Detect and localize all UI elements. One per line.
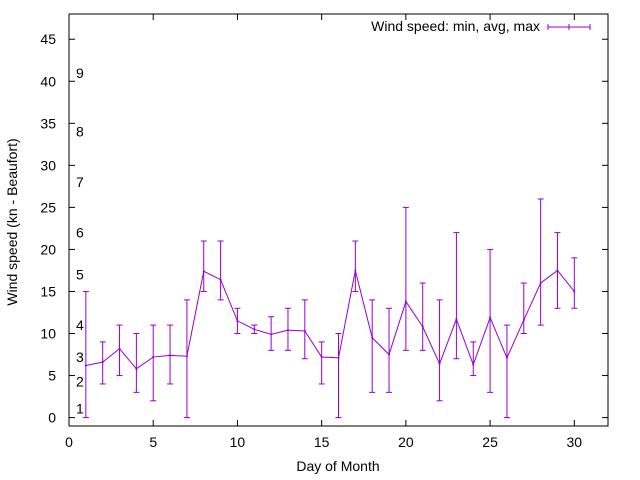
y-tick-label: 15 (40, 283, 56, 299)
y-axis-label: Wind speed (kn - Beaufort) (4, 138, 20, 305)
y-tick-label: 45 (40, 31, 56, 47)
data-point (286, 329, 289, 332)
data-point (185, 355, 188, 358)
data-point (202, 270, 205, 273)
data-point (101, 361, 104, 364)
data-point (337, 356, 340, 359)
data-point (303, 329, 306, 332)
y-tick-label: 0 (48, 410, 56, 426)
data-point (556, 269, 559, 272)
data-point (253, 328, 256, 331)
data-point (236, 319, 239, 322)
x-tick-label: 25 (482, 434, 498, 450)
series-line-group (84, 269, 576, 370)
x-tick-label: 20 (398, 434, 414, 450)
data-point (573, 290, 576, 293)
data-point (354, 269, 357, 272)
y-tick-label: 30 (40, 157, 56, 173)
series-line (85, 269, 575, 370)
beaufort-label: 7 (76, 174, 84, 190)
y-tick-label: 20 (40, 241, 56, 257)
data-point (84, 364, 87, 367)
data-point (169, 354, 172, 357)
data-point (489, 316, 492, 319)
x-axis-label: Day of Month (296, 458, 379, 474)
x-tick-label: 5 (149, 434, 157, 450)
beaufort-label: 9 (76, 65, 84, 81)
y-tick-label: 10 (40, 326, 56, 342)
data-point (152, 356, 155, 359)
data-point (539, 282, 542, 285)
beaufort-label: 5 (76, 267, 84, 283)
beaufort-label: 3 (76, 349, 84, 365)
plot-frame (68, 13, 609, 427)
data-point (522, 319, 525, 322)
beaufort-label: 2 (76, 373, 84, 389)
beaufort-labels: 1 2 3 4 5 6 7 8 9 (76, 65, 84, 416)
x-tick-label: 0 (65, 434, 73, 450)
data-point (270, 333, 273, 336)
beaufort-label: 6 (76, 225, 84, 241)
data-point (219, 278, 222, 281)
y-tick-label: 40 (40, 73, 56, 89)
x-tick-label: 30 (567, 434, 583, 450)
data-point (388, 353, 391, 356)
data-point (438, 362, 441, 365)
data-point (505, 356, 508, 359)
legend-sample (547, 24, 591, 30)
y-tick-label: 5 (48, 368, 56, 384)
data-point (455, 318, 458, 321)
beaufort-label: 1 (76, 400, 84, 416)
data-point (118, 347, 121, 350)
data-point (135, 367, 138, 370)
y-tick-label: 25 (40, 199, 56, 215)
y-tick-label: 35 (40, 115, 56, 131)
data-point (421, 325, 424, 328)
x-tick-label: 10 (230, 434, 246, 450)
beaufort-label: 8 (76, 124, 84, 140)
data-point (472, 363, 475, 366)
beaufort-label: 4 (76, 317, 84, 333)
x-tick-label: 15 (314, 434, 330, 450)
error-bars (82, 198, 578, 419)
data-point (404, 300, 407, 303)
legend-label: Wind speed: min, avg, max (371, 18, 540, 34)
legend: Wind speed: min, avg, max (371, 18, 591, 34)
data-point (320, 356, 323, 359)
data-point (371, 336, 374, 339)
